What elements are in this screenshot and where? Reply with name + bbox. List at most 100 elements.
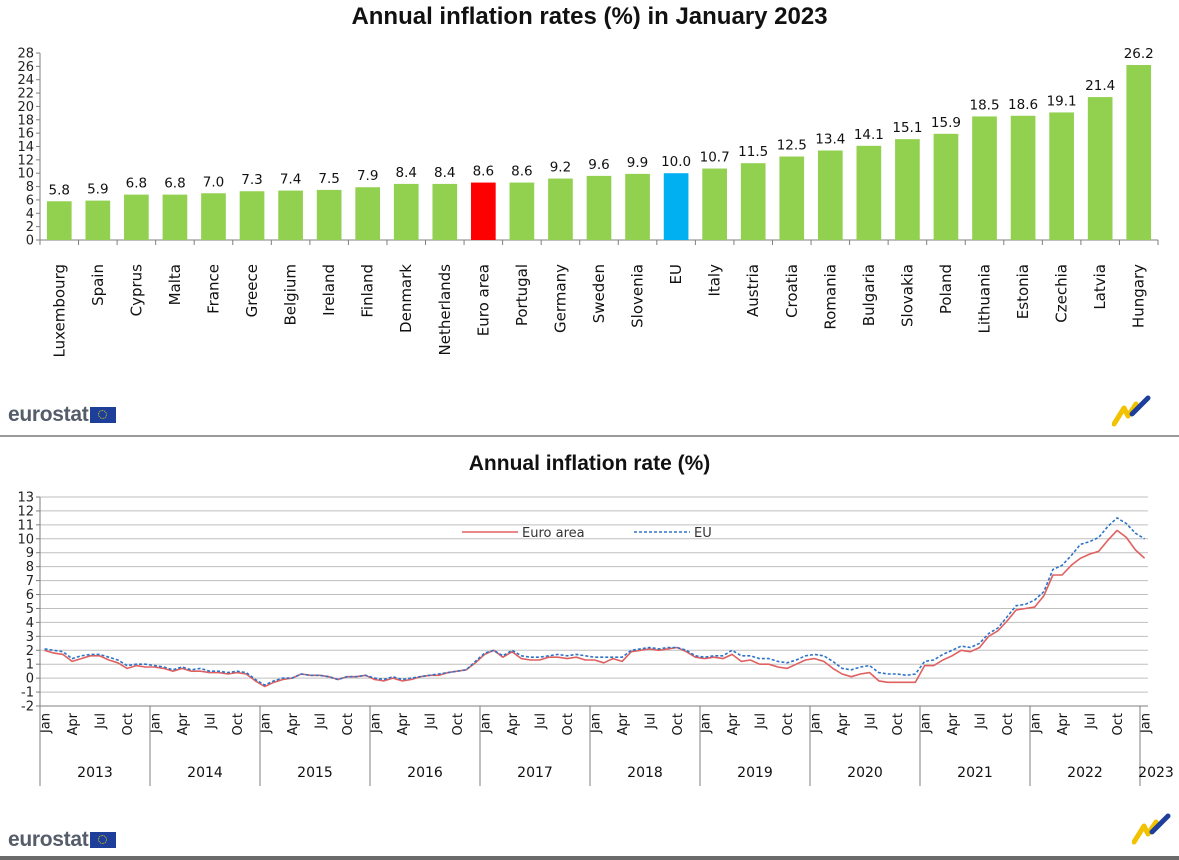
line-y-tick-label: 9 [26,546,34,561]
month-tick-label: Jan [369,713,384,734]
month-tick-label: Oct [451,713,466,735]
line-y-tick-label: 6 [26,588,34,603]
bar-value-label: 8.6 [473,164,494,180]
bar [46,201,72,240]
eurostat-swoosh-icon [1112,395,1151,427]
bar-category-label: EU [667,264,685,284]
bar-value-label: 18.5 [969,97,999,113]
year-label: 2018 [627,765,663,781]
line-y-tick-label: 10 [17,532,34,547]
bar-y-tick-label: 18 [17,113,34,128]
bar-y-tick-label: 12 [17,153,34,168]
month-tick-label: Apr [286,712,301,735]
bar-y-tick-label: 20 [17,100,34,115]
month-tick-label: Jan [809,713,824,734]
bar [393,183,419,240]
bar-category-label: Bulgaria [860,264,878,326]
month-tick-label: Oct [671,713,686,735]
month-tick-label: Jul [754,713,769,730]
bar-chart-title: Annual inflation rates (%) in January 20… [351,3,828,30]
legend-label: Euro area [522,526,585,541]
month-tick-label: Jan [589,713,604,734]
bar [316,189,342,240]
line-y-tick-label: 0 [26,672,34,687]
year-label: 2021 [957,765,993,781]
eurostat-logo-text: eurostat [8,828,89,851]
bar [1126,65,1152,241]
bar-value-label: 7.3 [241,172,262,188]
bar-value-label: 14.1 [854,127,884,143]
bar-value-label: 8.4 [434,165,455,181]
bar [856,145,882,240]
bar-category-label: Lithuania [976,264,994,333]
bar-value-label: 9.9 [627,155,648,171]
month-tick-label: Jan [149,713,164,734]
line-y-tick-label: 13 [17,491,34,506]
bar [124,194,149,240]
bar-value-label: 13.4 [815,132,845,148]
month-tick-label: Jul [534,713,549,730]
month-tick-label: Jul [424,713,439,730]
bar-category-label: Finland [359,264,377,318]
bar-category-label: Euro area [474,264,492,336]
bar-y-tick-label: 6 [26,193,34,208]
month-tick-label: Apr [726,712,741,735]
bar [972,116,997,240]
year-label: 2019 [737,765,773,781]
bar-category-label: Belgium [282,264,300,326]
month-tick-label: Jan [479,713,494,734]
eurostat-logo-text: eurostat [8,403,89,426]
bar-y-tick-label: 8 [26,180,34,195]
bar [740,163,766,240]
bar-category-label: Cyprus [127,264,145,317]
bar-category-label: Estonia [1014,264,1032,319]
panel-divider [0,435,1179,437]
month-tick-label: Oct [561,713,576,735]
bar-value-label: 19.1 [1047,93,1077,109]
year-label: 2022 [1067,765,1103,781]
bar-y-tick-label: 22 [17,87,34,102]
bar [239,191,265,240]
bar-category-label: Romania [821,264,839,330]
line-chart-panel: Annual inflation rate (%) -2 -1 0 1 2 3 4 5 6 7 8 9… [0,438,1179,860]
month-tick-label: Jul [94,713,109,730]
line-y-tick-label: 7 [26,574,34,589]
bar-value-label: 11.5 [738,144,768,160]
bar-category-label: Denmark [397,264,415,333]
line-y-tick-label: -2 [21,700,34,715]
bar-category-label: Latvia [1091,264,1109,310]
bar-value-label: 8.6 [511,164,532,180]
bar [509,182,535,240]
bar-category-label: Poland [937,264,955,314]
bar-value-label: 7.0 [203,174,224,190]
bar [1087,97,1113,240]
bottom-rule [0,856,1179,860]
legend-label: EU [694,526,712,541]
month-tick-label: Oct [121,713,136,735]
month-tick-label: Apr [836,712,851,735]
bar-value-label: 10.7 [700,150,730,166]
year-label: 2016 [407,765,443,781]
month-tick-label: Apr [946,712,961,735]
line-chart-title: Annual inflation rate (%) [468,452,711,475]
eurostat-swoosh-icon [1132,813,1171,845]
bar [432,183,458,240]
bar-value-label: 15.9 [931,115,961,131]
month-tick-label: Oct [1111,713,1126,735]
bar [1049,112,1074,240]
month-tick-label: Apr [1056,712,1071,735]
bar [548,178,573,240]
line-y-tick-label: 8 [26,560,34,575]
bar-category-label: Malta [166,264,184,305]
month-tick-label: Oct [1001,713,1016,735]
line-y-tick-label: 3 [26,630,34,645]
bar-value-label: 5.9 [87,182,108,198]
bar [779,156,805,240]
bar [933,133,959,240]
month-tick-label: Jan [39,713,54,734]
year-label: 2013 [77,765,113,781]
eurostat-logo: eurostat [8,828,117,852]
eu-flag-icon [90,407,117,423]
bar-chart-panel: Annual inflation rates (%) in January 20… [8,3,1159,427]
bar-y-tick-label: 24 [17,73,34,88]
